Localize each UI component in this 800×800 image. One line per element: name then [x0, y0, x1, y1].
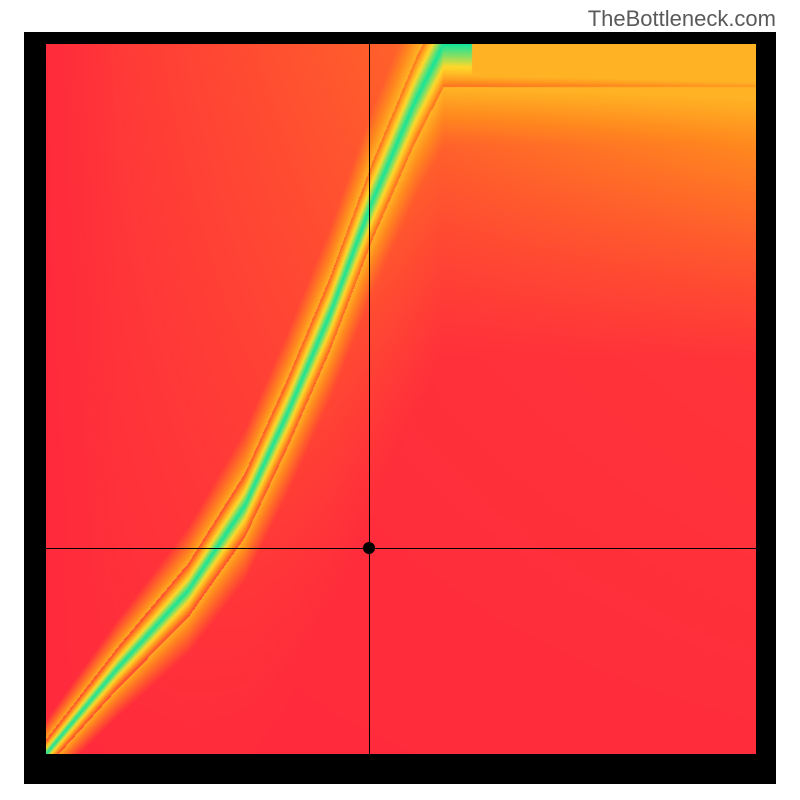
crosshair-horizontal: [46, 548, 756, 549]
heatmap-canvas: [46, 44, 756, 754]
marker-dot: [363, 542, 375, 554]
watermark-text: TheBottleneck.com: [588, 6, 776, 32]
crosshair-vertical: [369, 44, 370, 754]
plot-outer-box: [24, 32, 776, 784]
